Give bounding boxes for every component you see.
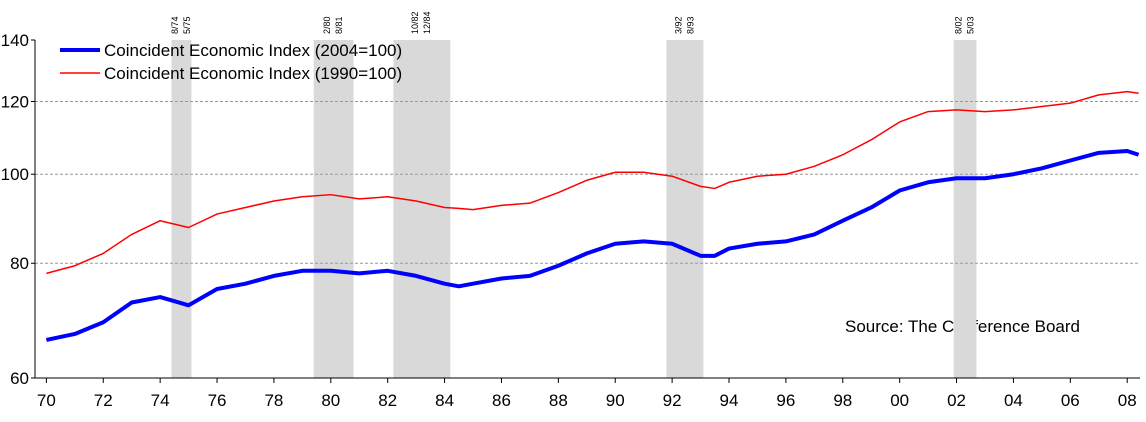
- recession-label: 8/02: [953, 16, 963, 34]
- x-tick-label: 06: [1061, 391, 1080, 410]
- y-tick-label: 60: [10, 369, 29, 388]
- x-tick-label: 90: [606, 391, 625, 410]
- x-tick-label: 80: [321, 391, 340, 410]
- x-tick-label: 96: [776, 391, 795, 410]
- x-tick-label: 76: [208, 391, 227, 410]
- recession-label: 3/92: [673, 16, 683, 34]
- recession-label: 8/74: [170, 16, 180, 34]
- x-tick-label: 04: [1004, 391, 1023, 410]
- recession-band: [393, 40, 451, 378]
- y-tick-label: 100: [1, 165, 29, 184]
- x-tick-label: 74: [151, 391, 170, 410]
- recession-label: 8/93: [685, 16, 695, 34]
- x-tick-label: 82: [378, 391, 397, 410]
- recession-band: [953, 40, 977, 378]
- x-tick-label: 00: [890, 391, 909, 410]
- recession-band: [171, 40, 192, 378]
- series-line: [45, 148, 1140, 342]
- legend-label: Coincident Economic Index (1990=100): [104, 64, 402, 83]
- x-tick-label: 86: [492, 391, 511, 410]
- x-tick-label: 78: [264, 391, 283, 410]
- recession-label: 8/81: [334, 16, 344, 34]
- y-tick-label: 80: [10, 254, 29, 273]
- x-tick-label: 02: [947, 391, 966, 410]
- x-tick-label: 92: [663, 391, 682, 410]
- x-tick-label: 98: [833, 391, 852, 410]
- x-tick-label: 72: [94, 391, 113, 410]
- x-tick-label: 70: [37, 391, 56, 410]
- legend-label: Coincident Economic Index (2004=100): [104, 41, 402, 60]
- x-tick-label: 94: [720, 391, 739, 410]
- recession-label: 2/80: [322, 16, 332, 34]
- x-tick-label: 84: [435, 391, 454, 410]
- recession-label: 10/82: [410, 11, 420, 34]
- x-tick-label: 08: [1118, 391, 1137, 410]
- y-tick-label: 120: [1, 92, 29, 111]
- recession-label: 5/75: [182, 16, 192, 34]
- x-tick-label: 88: [549, 391, 568, 410]
- recession-band: [666, 40, 704, 378]
- series-line: [46, 90, 1139, 275]
- recession-band: [313, 40, 354, 378]
- recession-label: 5/03: [965, 16, 975, 34]
- y-tick-label: 140: [1, 31, 29, 50]
- recession-label: 12/84: [422, 11, 432, 34]
- plot: 8/74 5/75 2/80 8/81 10/82 12/84 3/92 8/93 8/02 5/…: [1, 11, 1140, 410]
